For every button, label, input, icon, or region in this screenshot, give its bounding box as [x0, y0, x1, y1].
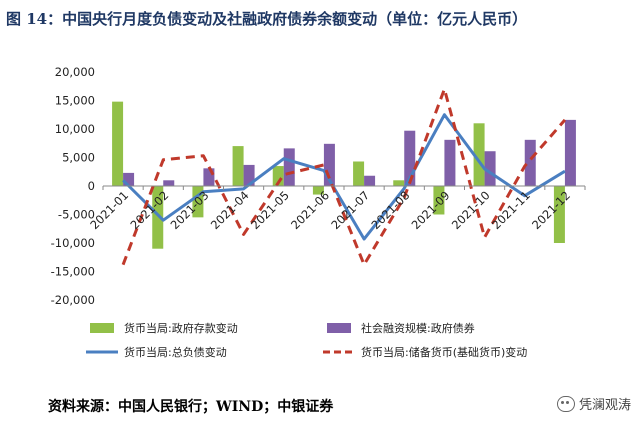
- bar-deposit: [473, 123, 485, 186]
- bar-govbond: [163, 180, 175, 186]
- y-tick-label: -15,000: [51, 265, 95, 279]
- legend-swatch: [90, 323, 114, 333]
- reserve-money-line: [121, 87, 567, 267]
- watermark-text: 凭澜观涛: [578, 398, 631, 413]
- x-tick-label: 2021-09: [409, 188, 453, 232]
- bar-govbond: [283, 148, 295, 186]
- bar-govbond: [323, 143, 335, 186]
- wechat-icon: [556, 395, 575, 412]
- bar-govbond: [364, 175, 376, 186]
- x-tick-label: 2021-06: [288, 188, 332, 232]
- bar-govbond: [524, 139, 536, 186]
- y-tick-label: 20,000: [55, 65, 95, 79]
- x-tick-label: 2021-10: [449, 188, 493, 232]
- bar-govbond: [243, 164, 255, 186]
- source-note: 资料来源：中国人民银行；WIND；中银证券: [48, 399, 334, 415]
- y-tick-label: 5,000: [62, 151, 95, 165]
- x-tick-label: 2021-11: [489, 188, 533, 232]
- y-axis: -20,000 -15,000 -10,000 -5,000 0 5,000 10,000 1…: [51, 65, 95, 307]
- y-tick-label: -10,000: [51, 236, 95, 250]
- watermark: 凭澜观涛: [556, 394, 631, 413]
- legend-label: 货币当局:政府存款变动: [124, 321, 238, 335]
- x-tick-label: 2021-08: [368, 188, 412, 232]
- bar-deposit: [393, 180, 405, 186]
- bar-deposit: [232, 146, 244, 186]
- bar-deposit: [353, 161, 365, 186]
- bar-deposit: [312, 186, 324, 195]
- x-tick-label: 2021-03: [168, 188, 212, 232]
- x-tick-label: 2021-07: [328, 188, 372, 232]
- y-tick-label: 10,000: [55, 122, 95, 136]
- bar-govbond: [564, 119, 576, 186]
- x-tick-label: 2021-04: [208, 188, 252, 232]
- x-tick-label: 2021-12: [529, 188, 573, 232]
- y-tick-label: -5,000: [58, 208, 95, 222]
- legend-swatch: [327, 323, 351, 333]
- y-tick-label: 15,000: [55, 94, 95, 108]
- lines-layer: [121, 87, 567, 267]
- bar-govbond: [404, 130, 416, 186]
- legend-label: 货币当局:储备货币(基础货币)变动: [361, 345, 527, 359]
- total-liabilities-line: [122, 113, 566, 241]
- chart-title: 图 14：中国央行月度负债变动及社融政府债券余额变动（单位：亿元人民币）: [6, 10, 528, 28]
- bar-govbond: [123, 172, 135, 186]
- bar-deposit: [152, 186, 164, 249]
- bar-govbond: [444, 139, 456, 186]
- y-tick-label: 0: [88, 179, 95, 193]
- x-tick-label: 2021-02: [127, 188, 171, 232]
- legend-label: 货币当局:总负债变动: [124, 345, 227, 359]
- y-tick-label: -20,000: [51, 293, 95, 307]
- bar-deposit: [433, 186, 445, 215]
- bar-deposit: [112, 101, 124, 186]
- chart: -20,000 -15,000 -10,000 -5,000 0 5,000 10,000 1…: [51, 65, 586, 359]
- bar-govbond: [203, 168, 215, 186]
- bars-layer: [112, 101, 576, 249]
- bar-deposit: [272, 166, 284, 186]
- bar-govbond: [484, 151, 496, 186]
- legend-label: 社会融资规模:政府债券: [361, 321, 475, 335]
- bar-deposit: [192, 186, 204, 218]
- bar-deposit: [553, 186, 565, 243]
